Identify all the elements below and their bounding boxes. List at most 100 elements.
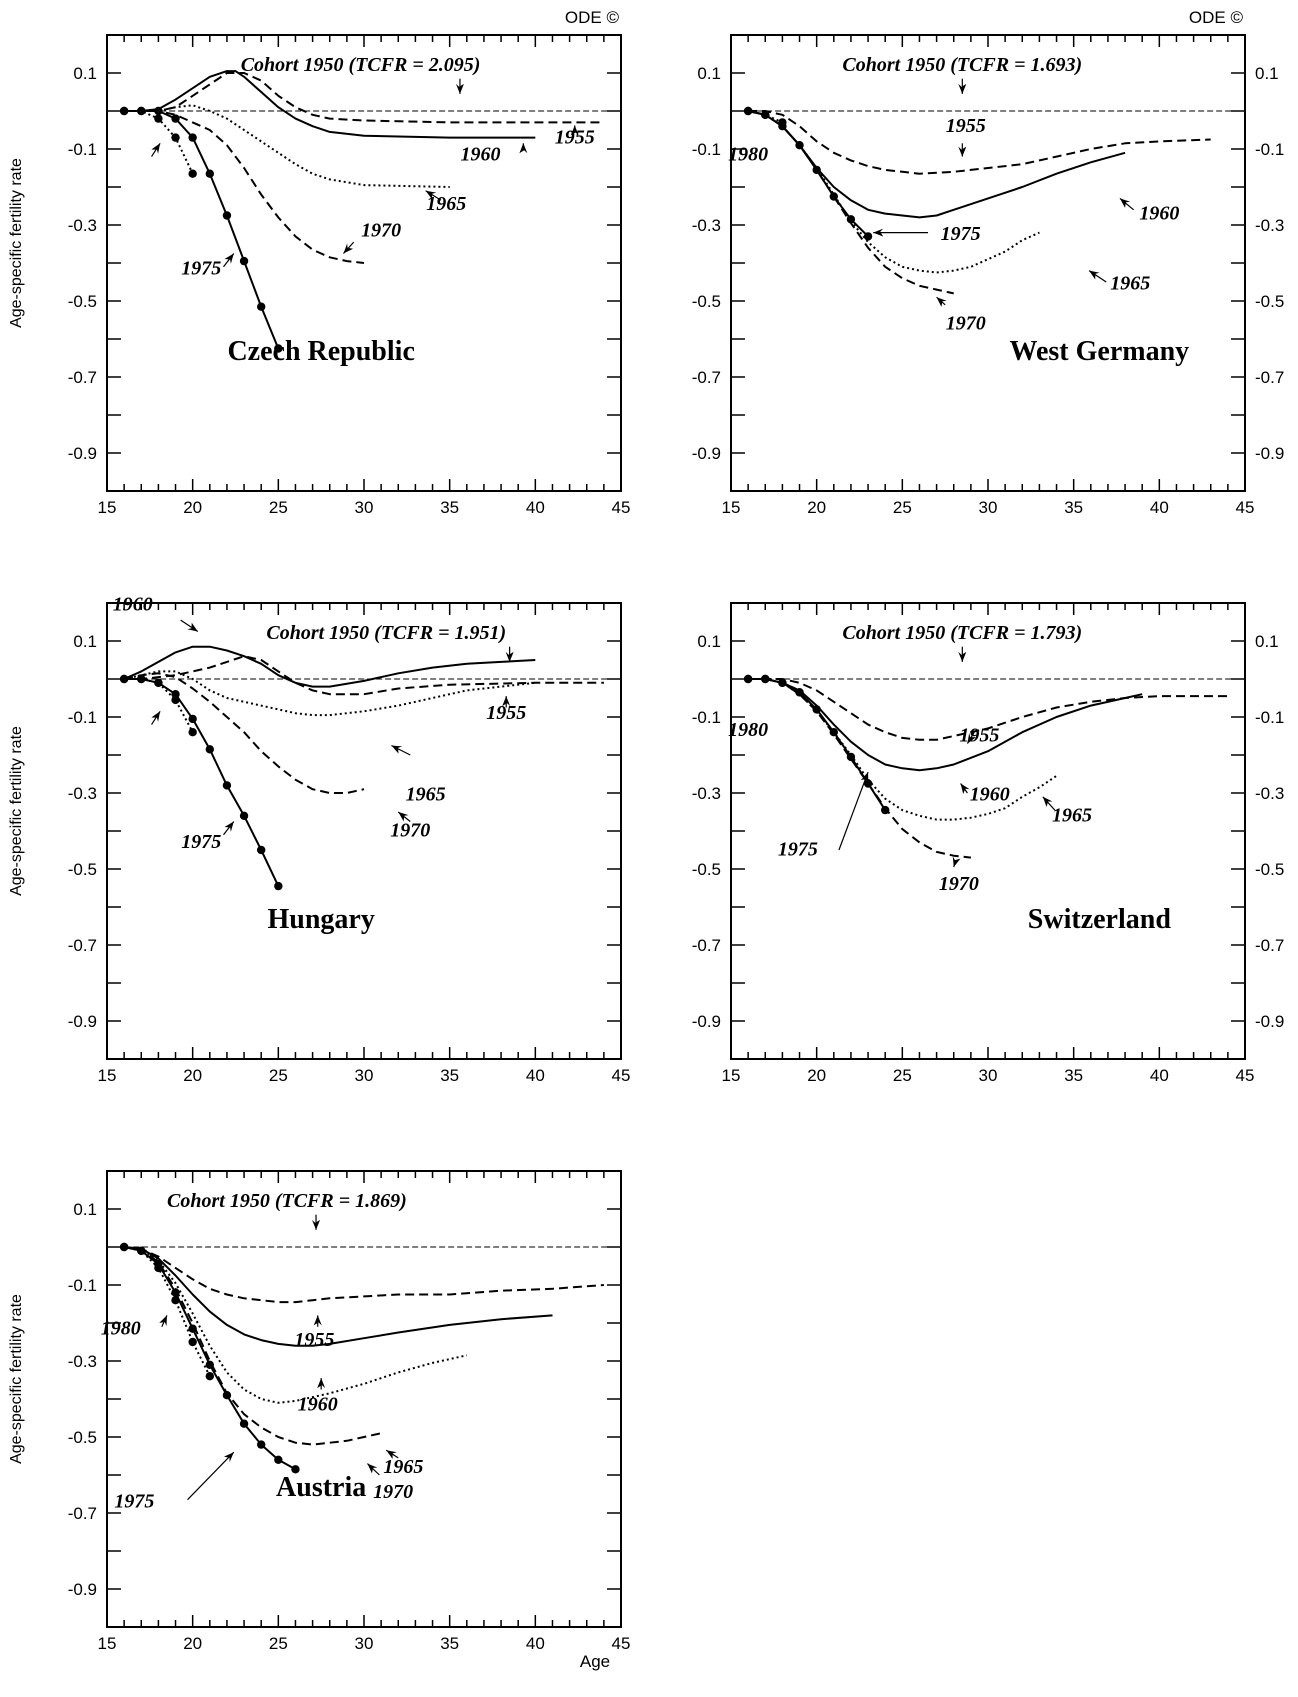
y-tick-label: -0.3	[692, 216, 721, 235]
series-label-1955: 1955	[555, 126, 595, 148]
series-label-1960: 1960	[461, 143, 501, 165]
series-line-1965	[123, 1246, 468, 1404]
y-tick-label: 0.1	[697, 632, 721, 651]
data-point-1975	[881, 805, 890, 815]
data-point-1975	[846, 752, 856, 762]
data-point-1980	[154, 1263, 163, 1273]
data-point-1980	[188, 728, 197, 737]
data-point-1975	[274, 1455, 283, 1465]
series-label-1970: 1970	[939, 873, 979, 895]
y-tick-label: -0.5	[68, 292, 97, 311]
panel-title: West Germany	[1010, 336, 1190, 367]
x-tick-label: 15	[722, 1066, 741, 1085]
data-point-1980	[778, 118, 787, 127]
y-tick-label: -0.7	[692, 936, 721, 955]
x-tick-label: 45	[612, 1634, 631, 1653]
x-tick-label: 30	[355, 1066, 374, 1085]
y-tick-label-right: -0.5	[1255, 860, 1284, 879]
data-point-1980	[761, 674, 770, 684]
y-tick-label-right: -0.9	[1255, 1012, 1284, 1031]
series-line-1960	[124, 70, 536, 139]
y-tick-label: -0.3	[68, 216, 97, 235]
data-point-1980	[119, 106, 129, 116]
arrow-head	[151, 143, 161, 154]
chart-panel-czech-republic: 15 20 25 30 35 40 45 0.1 -0.1 -0.3 -0.5 -0.7 -0.9 Age…	[8, 8, 630, 517]
x-tick-label: 25	[893, 1066, 912, 1085]
data-point-1980	[119, 674, 129, 684]
y-tick-label: -0.9	[68, 1012, 97, 1031]
data-point-1980	[171, 133, 180, 142]
cohort-label: Cohort 1950 (TCFR = 1.693)	[842, 54, 1082, 76]
x-tick-label: 45	[612, 1066, 631, 1085]
x-tick-label: 40	[526, 498, 545, 517]
series-label-1955: 1955	[959, 725, 999, 747]
series-label-1965: 1965	[1110, 273, 1150, 295]
data-point-1980	[188, 1337, 197, 1347]
arrow-head	[967, 732, 977, 744]
x-tick-label: 20	[183, 1066, 202, 1085]
arrow-head	[958, 146, 967, 157]
panel-title: Switzerland	[1028, 904, 1172, 935]
arrow-head	[151, 711, 161, 722]
y-tick-label: -0.7	[68, 936, 97, 955]
y-tick-label: -0.9	[68, 444, 97, 463]
y-tick-label-right: -0.7	[1255, 936, 1284, 955]
series-line-1980	[124, 678, 194, 733]
x-tick-label: 40	[1150, 1066, 1169, 1085]
data-point-1980	[778, 678, 787, 687]
x-tick-label: 25	[269, 1634, 288, 1653]
arrow-head	[398, 812, 409, 822]
arrow-head	[936, 297, 947, 307]
data-point-1980	[171, 1296, 180, 1305]
series-line-1975	[123, 1246, 296, 1471]
data-point-1975	[171, 114, 180, 123]
data-point-1975	[222, 1391, 232, 1400]
series-label-1960: 1960	[113, 594, 153, 616]
x-tick-label: 35	[440, 1066, 459, 1085]
data-point-1975	[291, 1465, 300, 1474]
series-line-1980	[123, 1246, 211, 1377]
credit-label: ODE ©	[565, 8, 620, 27]
series-label-1975: 1975	[941, 223, 981, 245]
y-tick-label: -0.9	[68, 1580, 97, 1599]
data-point-1980	[743, 106, 753, 116]
x-tick-label: 30	[355, 498, 374, 517]
y-tick-label: -0.3	[692, 784, 721, 803]
series-line-1975	[748, 678, 887, 811]
series-arrow-1975	[187, 1451, 235, 1501]
data-point-1975	[154, 106, 163, 116]
data-point-1975	[222, 781, 232, 790]
credit-label: ODE ©	[1189, 8, 1244, 27]
data-point-1975	[846, 215, 856, 224]
y-tick-label-right: -0.3	[1255, 784, 1284, 803]
x-tick-label: 35	[440, 498, 459, 517]
x-tick-label: 15	[98, 1066, 117, 1085]
series-label-1955: 1955	[486, 702, 526, 724]
data-point-1980	[743, 674, 753, 684]
data-point-1980	[188, 169, 197, 178]
x-tick-label: 40	[1150, 498, 1169, 517]
data-point-1975	[812, 705, 821, 714]
arrow-head	[187, 622, 198, 632]
series-arrow-1975	[838, 771, 869, 851]
arrow-head	[224, 821, 234, 832]
series-line-1955	[748, 678, 1228, 741]
data-point-1975	[188, 1324, 197, 1333]
chart-panel-austria: 15 20 25 30 35 40 45 0.1 -0.1 -0.3 -0.5 -0.7 -0.9 Age…	[8, 1170, 631, 1671]
arrow-head	[958, 651, 967, 662]
series-line-1970	[124, 110, 365, 264]
series-label-1975: 1975	[114, 1490, 154, 1512]
x-tick-label: 40	[526, 1066, 545, 1085]
x-tick-label: 25	[269, 1066, 288, 1085]
chart-panel-switzerland: 15 20 25 30 35 40 45 0.1 0.1 -0.1 -0.1 -0.3 -0.3 -0.5…	[692, 602, 1284, 1085]
series-line-1970	[123, 1246, 382, 1446]
data-point-1975	[171, 1288, 180, 1297]
arrow-head	[343, 243, 354, 254]
data-point-1975	[257, 1440, 266, 1449]
data-point-1980	[137, 106, 146, 116]
y-tick-label: -0.5	[692, 860, 721, 879]
data-point-1980	[154, 114, 163, 123]
x-tick-label: 35	[1064, 1066, 1083, 1085]
series-line-1960	[123, 1246, 553, 1347]
